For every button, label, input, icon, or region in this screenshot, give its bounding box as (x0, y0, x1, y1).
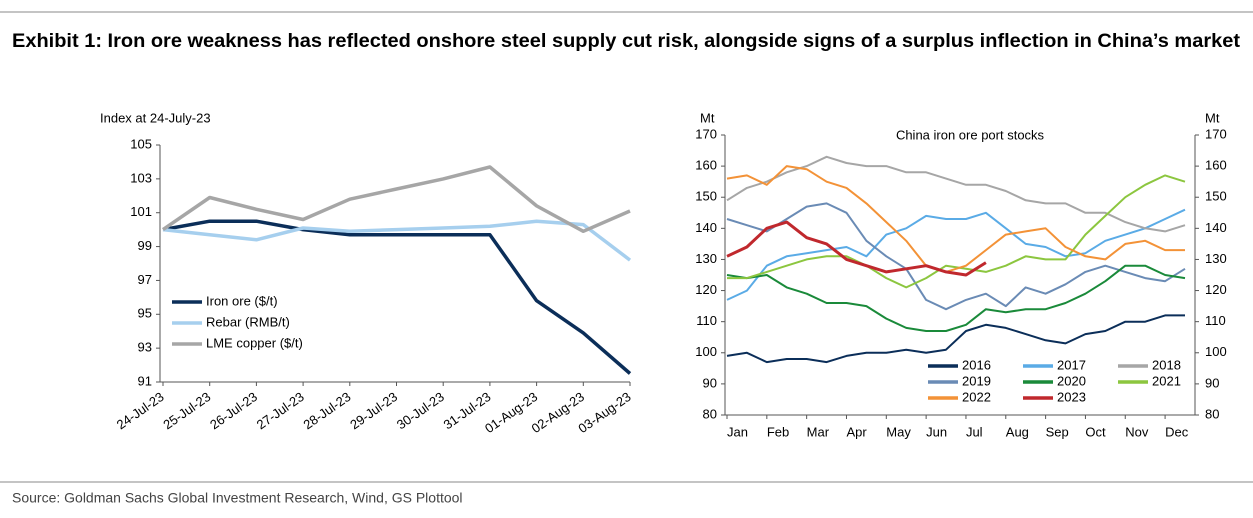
legend-label: 2019 (962, 373, 991, 388)
y-tick-label: 91 (138, 373, 152, 388)
x-tick-label: Feb (767, 424, 789, 439)
y2-tick-label: 110 (1205, 313, 1226, 328)
exhibit-title: Exhibit 1: Iron ore weakness has reflect… (12, 31, 1241, 52)
x-tick-label: Nov (1125, 424, 1149, 439)
y-tick-label: 90 (703, 375, 717, 390)
series-line (726, 208, 1186, 301)
y-tick-label: 105 (130, 136, 152, 151)
x-tick-label: May (886, 424, 911, 439)
y-tick-label: 170 (695, 126, 717, 141)
y2-tick-label: 140 (1205, 220, 1227, 235)
y-axis-label: Index at 24-July-23 (100, 110, 211, 125)
y2-tick-label: 100 (1205, 344, 1227, 359)
y-tick-label: 100 (695, 344, 717, 359)
y2-tick-label: 150 (1205, 189, 1227, 204)
x-tick-label: Oct (1085, 424, 1106, 439)
source-note: Source: Goldman Sachs Global Investment … (12, 490, 463, 506)
x-tick-label: 24-Jul-23 (114, 389, 167, 432)
legend-label: LME copper ($/t) (206, 335, 303, 350)
series-line (726, 314, 1185, 364)
x-tick-label: 03-Aug-23 (575, 389, 633, 436)
series-line (727, 174, 1186, 289)
y-tick-label: 103 (130, 170, 152, 185)
legend-label: 2023 (1057, 389, 1086, 404)
series-line (726, 202, 1186, 311)
y-tick-label: 93 (138, 340, 152, 355)
y2-tick-label: 130 (1205, 251, 1227, 266)
y-tick-label: 95 (138, 306, 152, 321)
legend-label: 2021 (1152, 373, 1181, 388)
legend-label: 2020 (1057, 373, 1086, 388)
x-tick-label: Apr (846, 424, 867, 439)
y-tick-label: 150 (695, 189, 717, 204)
series-line (726, 155, 1186, 233)
legend-label: Rebar (RMB/t) (206, 314, 290, 329)
y2-tick-label: 80 (1205, 406, 1219, 421)
x-tick-label: Mar (807, 424, 830, 439)
x-tick-label: Jun (926, 424, 947, 439)
series-line (162, 219, 632, 262)
x-tick-label: 29-Jul-23 (347, 389, 400, 432)
legend-label: Iron ore ($/t) (206, 293, 278, 308)
series-line (726, 220, 987, 277)
x-tick-label: Sep (1046, 424, 1069, 439)
x-tick-label: 30-Jul-23 (394, 389, 447, 432)
y-tick-label: 101 (130, 204, 152, 219)
x-tick-label: 26-Jul-23 (207, 389, 260, 432)
y2-axis-label: Mt (1205, 110, 1220, 125)
y-tick-label: 80 (703, 406, 717, 421)
y-tick-label: 160 (695, 158, 717, 173)
x-tick-label: 25-Jul-23 (160, 389, 213, 432)
y-tick-label: 140 (695, 220, 717, 235)
x-tick-label: Aug (1006, 424, 1029, 439)
y2-tick-label: 120 (1205, 282, 1227, 297)
y2-tick-label: 170 (1205, 126, 1227, 141)
x-tick-label: Jul (966, 424, 983, 439)
legend-label: 2017 (1057, 357, 1086, 372)
series-line (162, 165, 631, 234)
series-line (726, 165, 1185, 273)
legend-label: 2022 (962, 389, 991, 404)
y2-tick-label: 160 (1205, 158, 1227, 173)
x-tick-label: 28-Jul-23 (300, 389, 353, 432)
y-axis-label: Mt (700, 110, 715, 125)
legend-label: 2018 (1152, 357, 1181, 372)
x-tick-label: Jan (727, 424, 748, 439)
y-tick-label: 97 (138, 272, 152, 287)
series-line (162, 219, 632, 375)
chart-title: China iron ore port stocks (896, 127, 1045, 142)
y-tick-label: 120 (695, 282, 717, 297)
y-tick-label: 99 (138, 238, 152, 253)
y-tick-label: 110 (696, 313, 717, 328)
y2-tick-label: 90 (1205, 375, 1219, 390)
x-tick-label: 27-Jul-23 (254, 389, 307, 432)
x-tick-label: Dec (1165, 424, 1189, 439)
legend-label: 2016 (962, 357, 991, 372)
series-line (726, 264, 1186, 332)
y-tick-label: 130 (695, 251, 717, 266)
